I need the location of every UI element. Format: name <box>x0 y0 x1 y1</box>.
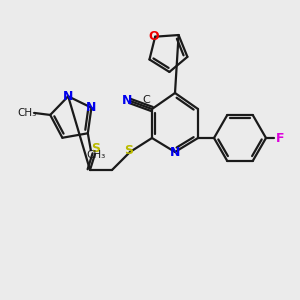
Text: S: S <box>124 145 134 158</box>
Text: N: N <box>122 94 132 106</box>
Text: C: C <box>142 95 150 105</box>
Text: S: S <box>92 142 100 155</box>
Text: CH₃: CH₃ <box>18 108 37 118</box>
Text: CH₃: CH₃ <box>86 150 106 160</box>
Text: O: O <box>149 30 160 43</box>
Text: N: N <box>63 90 74 103</box>
Text: N: N <box>86 101 97 114</box>
Text: N: N <box>170 146 180 158</box>
Text: F: F <box>276 131 284 145</box>
